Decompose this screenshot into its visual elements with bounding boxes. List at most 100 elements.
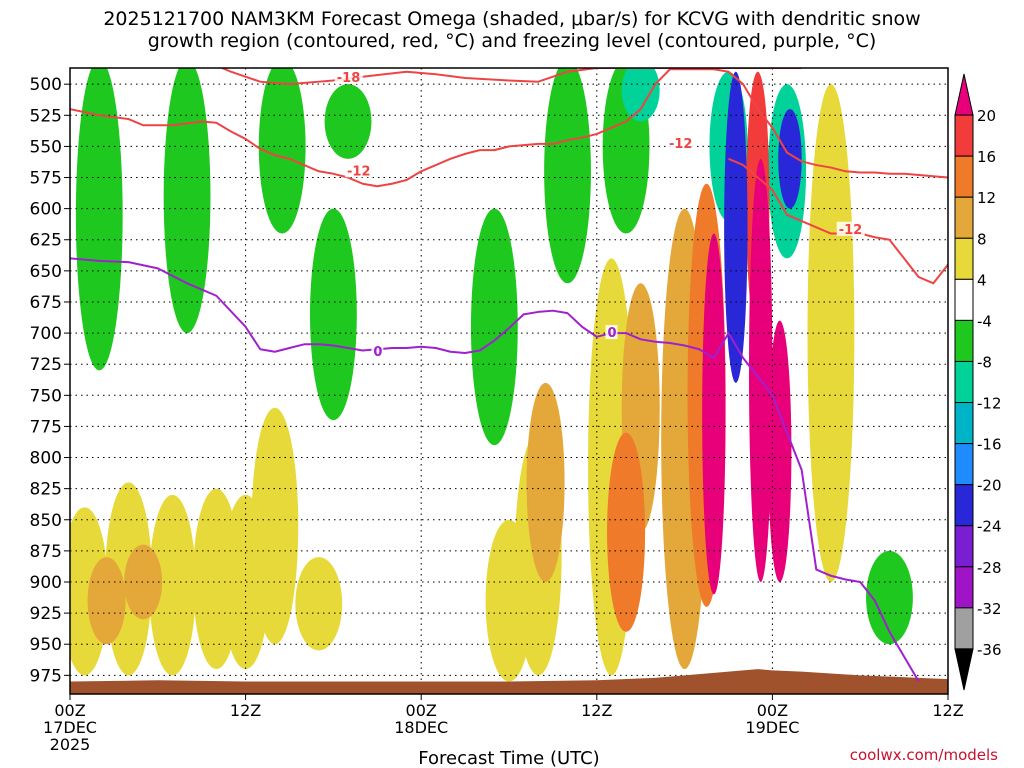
omega-cell-21 <box>87 557 126 645</box>
x-axis-label: Forecast Time (UTC) <box>418 748 599 768</box>
omega-cell-15 <box>309 208 357 421</box>
contour-label-bg-5 <box>605 325 618 340</box>
y-tick-label-725: 725 <box>30 355 62 375</box>
contour-line-3 <box>70 257 920 683</box>
omega-cell-13 <box>163 68 211 334</box>
y-tick-label-850: 850 <box>30 511 62 531</box>
omega-cell-26 <box>607 432 646 632</box>
colorbar-bin-8 <box>954 402 974 445</box>
y-tick-label-900: 900 <box>30 573 62 593</box>
x-tick-label-0-2: 2025 <box>50 735 91 754</box>
omega-cell-6 <box>295 557 343 651</box>
contour-label-1: -12 <box>347 164 371 179</box>
omega-cell-17 <box>470 208 518 446</box>
omega-cell-22 <box>124 544 163 620</box>
omega-cell-34 <box>768 320 792 582</box>
x-tick-label-48-1: 19DEC <box>745 718 799 737</box>
colorbar-label-6: -8 <box>977 353 992 371</box>
contour-label-bg-1 <box>345 163 374 178</box>
y-tick-label-575: 575 <box>30 169 62 189</box>
colorbar-bin-12 <box>954 566 974 609</box>
colorbar-bottom-arrow <box>954 648 974 691</box>
contour-label-2: -12 <box>669 137 693 152</box>
omega-cell-12 <box>75 68 123 371</box>
colorbar-bin-10 <box>954 484 974 527</box>
colorbar-bin-13 <box>954 607 974 650</box>
contour-label-bg-2 <box>666 135 695 150</box>
colorbar-label-2: 12 <box>977 189 996 207</box>
y-tick-label-950: 950 <box>30 635 62 655</box>
y-tick-label-625: 625 <box>30 231 62 251</box>
colorbar-label-13: -36 <box>977 641 1002 659</box>
contour-line-0 <box>219 68 802 86</box>
colorbar-bin-7 <box>954 360 974 404</box>
y-tick-label-775: 775 <box>30 417 62 437</box>
y-tick-label-800: 800 <box>30 449 62 469</box>
colorbar-label-1: 16 <box>977 148 996 166</box>
x-tick-label-24-1: 18DEC <box>394 718 448 737</box>
colorbar-label-7: -12 <box>977 395 1002 413</box>
y-tick-label-975: 975 <box>30 666 62 686</box>
colorbar-label-3: 8 <box>977 230 987 248</box>
chart-title-line-1: 2025121700 NAM3KM Forecast Omega (shaded… <box>103 8 921 30</box>
colorbar-bin-9 <box>954 443 974 486</box>
colorbar-label-12: -32 <box>977 600 1002 618</box>
contour-label-0: -18 <box>337 71 361 86</box>
x-tick-label-24-0: 00Z <box>406 701 437 720</box>
x-tick-label-48-0: 00Z <box>757 701 788 720</box>
y-tick-label-925: 925 <box>30 604 62 624</box>
terrain <box>70 669 948 694</box>
colorbar-bin-11 <box>954 525 974 568</box>
colorbar-label-11: -28 <box>977 559 1002 577</box>
y-tick-label-500: 500 <box>30 75 62 95</box>
y-tick-label-650: 650 <box>30 262 62 282</box>
omega-cell-31 <box>702 233 726 595</box>
omega-cell-33 <box>748 158 773 582</box>
omega-cell-35 <box>778 109 802 209</box>
omega-cell-5 <box>251 407 299 645</box>
colorbar-bin-4 <box>954 237 974 280</box>
y-tick-label-550: 550 <box>30 137 62 157</box>
y-tick-label-750: 750 <box>30 386 62 406</box>
y-tick-label-525: 525 <box>30 106 62 126</box>
contour-label-bg-4 <box>371 343 384 358</box>
colorbar-bin-2 <box>954 155 974 198</box>
plot-frame <box>69 67 949 695</box>
colorbar-label-8: -16 <box>977 436 1002 454</box>
contour-label-5: 0 <box>608 326 617 341</box>
x-tick-label-0-1: 17DEC <box>43 718 97 737</box>
colorbar-bin-6 <box>954 319 974 362</box>
omega-cell-10 <box>807 84 855 582</box>
colorbar-bin-3 <box>954 196 974 239</box>
omega-cell-25 <box>621 68 660 122</box>
contour-line-1 <box>70 68 948 188</box>
y-tick-label-675: 675 <box>30 293 62 313</box>
contour-label-4: 0 <box>373 345 382 360</box>
credit-text[interactable]: coolwx.com/models <box>849 746 998 764</box>
omega-cell-23 <box>526 382 565 582</box>
colorbar-label-4: 4 <box>977 271 987 289</box>
chart-title-line-2: growth region (contoured, red, °C) and f… <box>147 30 877 52</box>
omega-cell-2 <box>149 494 196 676</box>
omega-cell-16 <box>324 84 372 159</box>
colorbar-label-10: -24 <box>977 518 1002 536</box>
colorbar-bin-5 <box>954 278 974 321</box>
x-tick-label-36-0: 12Z <box>581 701 612 720</box>
omega-cell-14 <box>258 68 306 234</box>
y-tick-label-825: 825 <box>30 480 62 500</box>
colorbar-label-0: 20 <box>977 107 996 125</box>
contour-label-3: -12 <box>839 223 863 238</box>
contour-label-bg-0 <box>334 69 363 84</box>
omega-cell-18 <box>544 68 591 284</box>
y-tick-label-700: 700 <box>30 324 62 344</box>
x-tick-label-12-0: 12Z <box>230 701 261 720</box>
plot-area: -18 -12 -12 -12 0 0 <box>70 68 948 694</box>
colorbar-label-5: -4 <box>977 312 992 330</box>
omega-cell-11 <box>866 550 913 645</box>
y-tick-label-600: 600 <box>30 200 62 220</box>
x-tick-label-60-0: 12Z <box>932 701 963 720</box>
x-tick-label-0-0: 00Z <box>54 701 85 720</box>
colorbar-bin-1 <box>954 114 974 157</box>
colorbar-label-9: -20 <box>977 477 1002 495</box>
